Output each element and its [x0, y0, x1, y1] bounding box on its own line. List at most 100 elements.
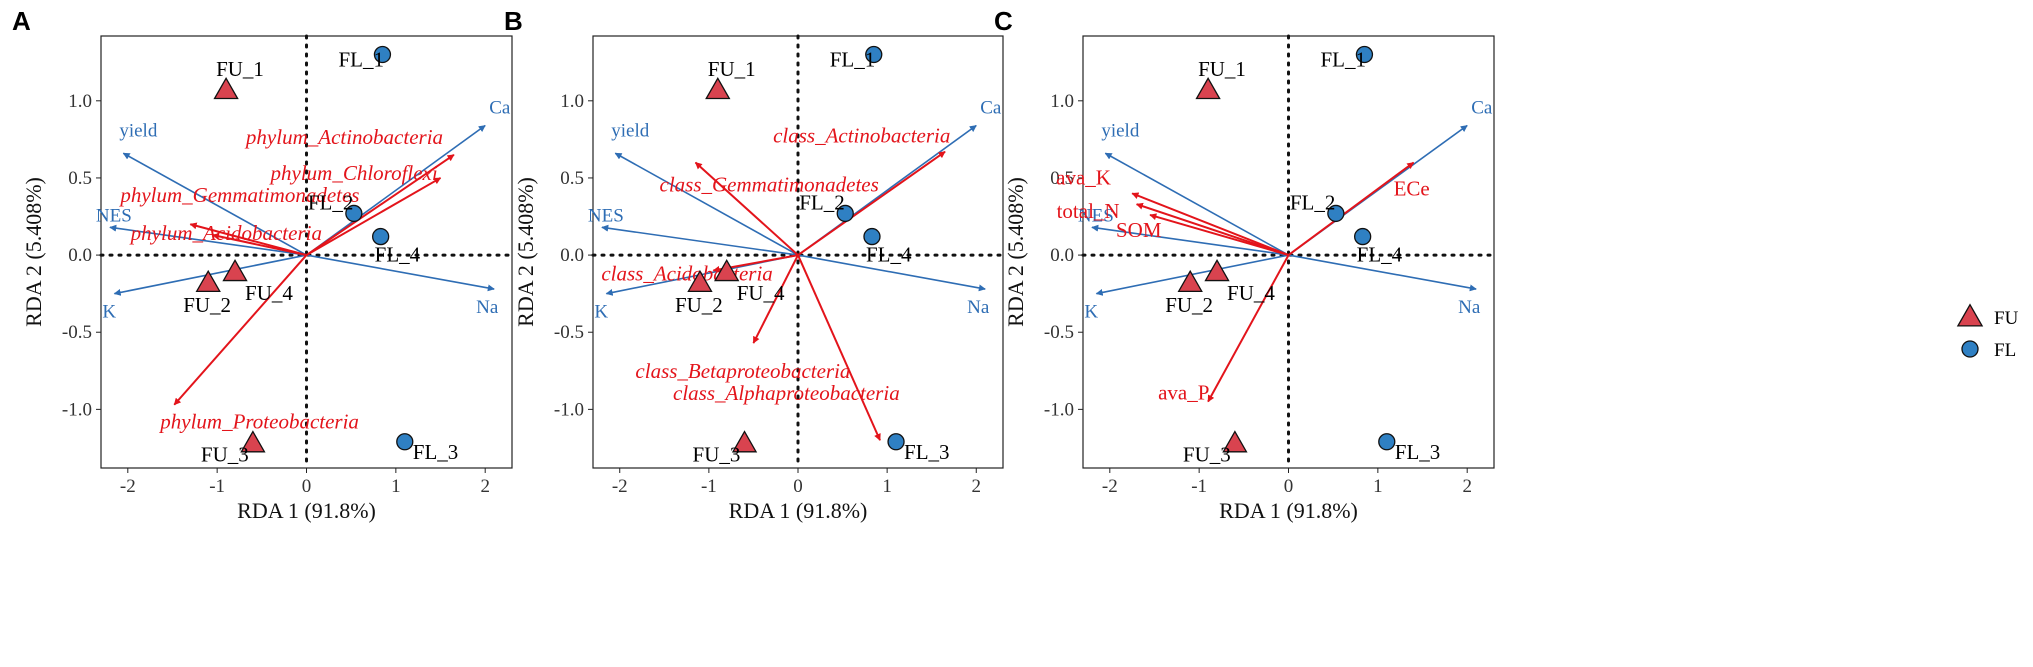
sample-point-fl-3	[396, 433, 414, 451]
sample-label-fu-3: FU_3	[1183, 442, 1231, 466]
env-arrow-nes	[1091, 224, 1289, 256]
x-axis-title: RDA 1 (91.8%)	[1219, 498, 1358, 523]
x-tick-label: 0	[1284, 476, 1294, 497]
sample-label-fu-4: FU_4	[1227, 281, 1275, 305]
env-arrow-nes	[109, 224, 307, 256]
species-arrow-class-betaproteobacteria	[752, 254, 799, 344]
sample-point-fu-2	[195, 269, 221, 293]
y-tick-label: -1.0	[554, 399, 584, 420]
sample-point-fl-2	[345, 204, 363, 223]
sample-point-fu-4	[714, 259, 740, 282]
species-label-ece: ECe	[1394, 177, 1430, 201]
env-arrow-yield	[1104, 152, 1289, 256]
sample-label-fl-2: FL_2	[1290, 190, 1336, 214]
species-label-ava-k: ava_K	[1056, 165, 1111, 189]
sample-label-fl-1: FL_1	[830, 48, 876, 72]
y-tick-label: 0.5	[1050, 168, 1074, 189]
sample-label-fu-4: FU_4	[737, 281, 785, 305]
sample-label-fl-4: FL_4	[866, 243, 912, 267]
env-arrow-yield	[122, 152, 307, 256]
panel-letter: A	[12, 6, 31, 36]
sample-label-fl-1: FL_1	[338, 48, 384, 72]
sample-point-fu-4	[222, 259, 248, 282]
species-label-class-alphaproteobacteria: class_Alphaproteobacteria	[673, 381, 900, 405]
sample-point-fu-3	[240, 430, 266, 453]
env-label-yield: yield	[1101, 120, 1139, 141]
y-axis-title: RDA 2 (5.408%)	[513, 177, 538, 327]
x-tick-label: 2	[480, 476, 490, 497]
species-label-phylum-acidobacteria: phylum_Acidobacteria	[129, 221, 322, 245]
x-tick-label: 2	[1462, 476, 1472, 497]
env-label-nes: NES	[96, 205, 132, 226]
rda-panel-b: B -2 -1 0 1 2 -1.0 -0.5 0.0 0.5 1.0 RDA 1 (91.8%) RD…	[504, 6, 1005, 523]
x-tick-label: 0	[793, 476, 803, 497]
sample-label-fl-2: FL_2	[799, 190, 845, 214]
sample-point-fu-1	[705, 76, 731, 100]
y-tick-label: -0.5	[62, 322, 92, 343]
sample-label-fl-4: FL_4	[375, 243, 421, 267]
env-label-ca: Ca	[489, 97, 511, 118]
sample-point-fl-3	[1378, 433, 1396, 451]
sample-point-fu-3	[1222, 430, 1248, 453]
y-tick-label: 0.0	[560, 245, 584, 266]
species-label-phylum-chloroflexi: phylum_Chloroflexi	[269, 161, 438, 185]
species-label-som: SOM	[1116, 218, 1162, 242]
sample-label-fu-3: FU_3	[201, 442, 249, 466]
x-tick-label: -1	[701, 476, 717, 497]
species-label-phylum-gemmatimonadetes: phylum_Gemmatimonadetes	[118, 183, 359, 207]
env-arrow-na	[306, 254, 495, 292]
sample-label-fu-1: FU_1	[1198, 57, 1246, 81]
y-tick-label: 0.0	[68, 245, 92, 266]
x-tick-label: 1	[882, 476, 892, 497]
sample-label-fu-2: FU_2	[675, 293, 723, 317]
y-tick-label: 1.0	[1050, 91, 1074, 112]
sample-label-fl-3: FL_3	[1395, 440, 1441, 464]
env-label-nes: NES	[1078, 205, 1114, 226]
species-arrow-class-actinobacteria	[797, 150, 946, 256]
y-tick-label: -1.0	[1044, 399, 1074, 420]
x-tick-label: -2	[1102, 476, 1118, 497]
env-arrow-nes	[601, 224, 799, 256]
species-label-class-gemmatimonadetes: class_Gemmatimonadetes	[660, 173, 879, 197]
species-arrow-phylum-actinobacteria	[305, 153, 455, 256]
species-arrow-phylum-acidobacteria	[212, 232, 307, 257]
species-label-class-actinobacteria: class_Actinobacteria	[773, 124, 950, 148]
sample-point-fl-1	[373, 45, 392, 64]
sample-label-fl-3: FL_3	[413, 440, 459, 464]
species-label-ava-p: ava_P	[1158, 381, 1209, 405]
species-arrow-class-alphaproteobacteria	[797, 254, 881, 441]
y-tick-label: -1.0	[62, 399, 92, 420]
x-tick-label: 1	[1373, 476, 1383, 497]
legend-label-fu: FU	[1994, 308, 2019, 329]
env-arrow-na	[1288, 254, 1477, 292]
sample-point-fl-1	[865, 45, 883, 64]
species-arrow-class-gemmatimonadetes	[694, 161, 799, 256]
sample-point-fl-3	[887, 433, 905, 451]
env-arrow-ca	[306, 124, 486, 256]
sample-point-fl-4	[372, 227, 390, 246]
species-arrow-som	[1149, 213, 1289, 257]
env-label-yield: yield	[611, 120, 649, 141]
sample-label-fl-2: FL_2	[308, 190, 354, 214]
env-label-k: K	[1084, 302, 1098, 323]
sample-point-fu-2	[687, 269, 713, 293]
panel-letter: B	[504, 6, 523, 36]
x-axis-title: RDA 1 (91.8%)	[237, 498, 376, 523]
species-arrow-total-n	[1135, 202, 1289, 257]
legend-circle-icon	[1961, 340, 1979, 358]
species-arrow-phylum-proteobacteria	[173, 254, 308, 406]
env-arrow-na	[797, 254, 986, 292]
sample-label-fu-2: FU_2	[183, 293, 231, 317]
y-axis-title: RDA 2 (5.408%)	[1003, 177, 1028, 327]
sample-point-fl-4	[863, 227, 881, 246]
env-label-yield: yield	[119, 120, 157, 141]
sample-label-fu-3: FU_3	[693, 442, 741, 466]
env-label-ca: Ca	[1471, 97, 1493, 118]
y-tick-label: 1.0	[560, 91, 584, 112]
y-tick-label: -0.5	[1044, 322, 1074, 343]
panel-letter: C	[994, 6, 1013, 36]
env-arrow-yield	[614, 152, 799, 256]
species-label-class-acidobacteria: class_Acidobacteria	[601, 262, 772, 286]
sample-point-fu-1	[213, 76, 239, 100]
x-axis-title: RDA 1 (91.8%)	[729, 498, 868, 523]
